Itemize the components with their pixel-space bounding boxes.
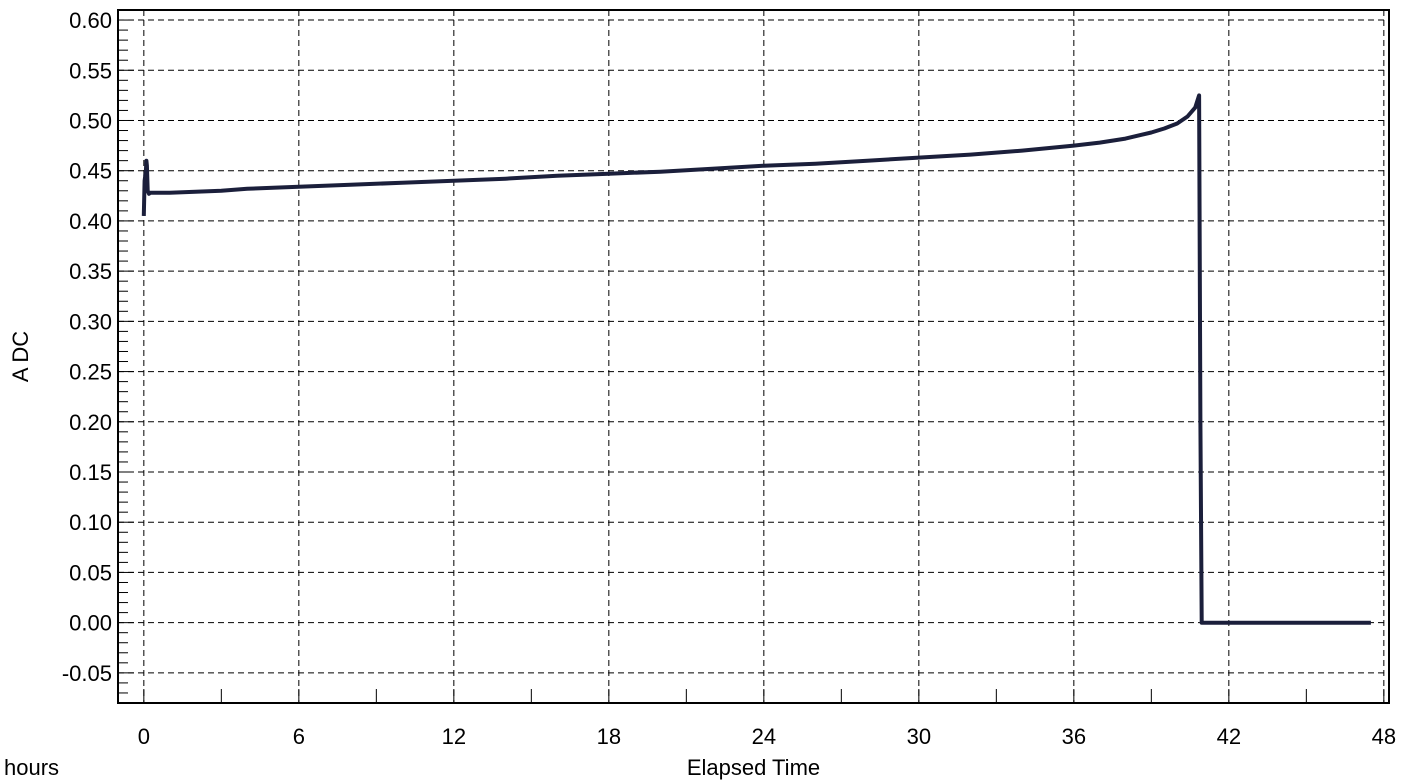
grid-layer xyxy=(118,10,1389,703)
series-layer xyxy=(141,93,1371,625)
y-tick-label: 0.05 xyxy=(69,560,112,585)
x-tick-label: 0 xyxy=(138,724,150,749)
plot-frame xyxy=(117,9,1390,704)
y-tick-label: 0.20 xyxy=(69,410,112,435)
y-tick-label: 0.15 xyxy=(69,460,112,485)
x-axis-unit: hours xyxy=(4,755,59,780)
y-tick-label: 0.35 xyxy=(69,259,112,284)
y-tick-label: 0.25 xyxy=(69,360,112,385)
y-axis-title: A DC xyxy=(8,331,33,382)
x-tick-label: 48 xyxy=(1372,724,1396,749)
series-line xyxy=(141,93,1371,625)
y-tick-label: 0.60 xyxy=(69,8,112,33)
y-tick-label: -0.05 xyxy=(62,661,112,686)
y-tick-label: 0.00 xyxy=(69,611,112,636)
y-tick-labels: 0.60 0.55 0.50 0.45 0.40 0.35 0.30 0.25 0.20 0.15… xyxy=(62,8,112,686)
x-tick-label: 18 xyxy=(597,724,621,749)
minor-tick-layer xyxy=(118,9,1385,704)
y-tick-label: 0.30 xyxy=(69,309,112,334)
x-tick-label: 6 xyxy=(293,724,305,749)
x-axis-title: Elapsed Time xyxy=(687,755,820,780)
x-tick-label: 12 xyxy=(442,724,466,749)
y-tick-label: 0.40 xyxy=(69,209,112,234)
y-tick-label: 0.45 xyxy=(69,159,112,184)
x-tick-label: 24 xyxy=(752,724,776,749)
x-tick-label: 36 xyxy=(1062,724,1086,749)
y-tick-label: 0.55 xyxy=(69,58,112,83)
y-tick-label: 0.50 xyxy=(69,108,112,133)
x-tick-labels: 0 6 12 18 24 30 36 42 48 xyxy=(138,724,1396,749)
y-tick-label: 0.10 xyxy=(69,510,112,535)
x-tick-label: 42 xyxy=(1217,724,1241,749)
x-tick-label: 30 xyxy=(907,724,931,749)
